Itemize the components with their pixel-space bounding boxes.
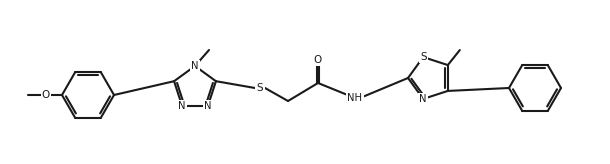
Text: O: O	[42, 90, 50, 100]
Text: NH: NH	[348, 93, 362, 103]
Text: N: N	[178, 101, 186, 111]
Text: N: N	[204, 101, 212, 111]
Text: N: N	[420, 94, 427, 104]
Text: N: N	[192, 61, 199, 71]
Text: S: S	[420, 52, 426, 62]
Text: S: S	[257, 83, 264, 93]
Text: O: O	[314, 55, 322, 65]
